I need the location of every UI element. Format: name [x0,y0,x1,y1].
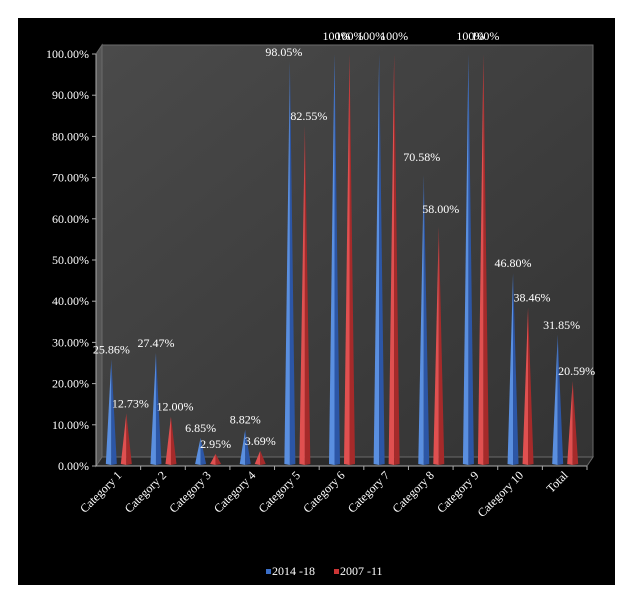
cone-2014-18-light [105,359,112,465]
data-label: 100% [336,29,364,43]
data-label: 100% [456,29,484,43]
cone-2007-11 [304,125,311,466]
cone-2007-11-light [477,54,484,465]
x-tick-label: Category 8 [390,468,437,515]
data-marks [105,54,579,466]
x-tick-label: Category 7 [345,468,392,515]
data-label: 3.69% [245,434,276,448]
x-tick-label: Total [544,468,572,496]
x-tick-label: Category 2 [122,468,169,515]
cone-2014-18-light [507,273,514,465]
y-tick-label: 90.00% [52,88,89,102]
cone-2007-11-light [165,416,171,465]
x-tick-label: Category 6 [300,468,347,515]
cone-2014-18 [111,359,117,465]
cone-2007-11 [528,307,534,465]
cone-2007-11 [483,54,489,465]
legend-swatch [334,569,339,574]
data-label: 12.00% [156,400,193,414]
cone-2014-18-light [284,62,290,466]
data-label: 58.00% [422,202,459,216]
y-tick-label: 20.00% [52,377,89,391]
y-tick-label: 50.00% [52,253,89,267]
y-tick-label: 40.00% [52,294,89,308]
data-label: 2.95% [200,437,231,451]
cone-2007-11-light [120,413,127,465]
data-label: 12.73% [112,397,149,411]
cone-2014-18-light [552,334,558,465]
y-tick-label: 30.00% [52,335,89,349]
data-label: 31.85% [543,318,580,332]
cone-2007-11 [438,227,445,465]
data-label: 100% [380,29,408,43]
data-label: 8.82% [230,413,261,427]
y-tick-label: 10.00% [52,418,89,432]
data-label: 27.47% [137,336,174,350]
legend-label: 2007 -11 [340,564,383,578]
data-label: 46.80% [495,256,532,270]
cone-2007-11-light [388,54,395,465]
cone-2007-11-light [210,453,216,465]
cone-2007-11-light [567,381,573,465]
data-label: 100% [471,29,499,43]
y-tick-label: 100.00% [46,47,89,61]
cone-2014-18-light [373,54,380,465]
cone-2014-18 [468,54,474,465]
cone-2014-18-light [329,54,335,465]
legend: 2014 -18 2007 -11 [266,564,383,578]
x-tick-label: Category 4 [211,468,258,515]
cone-2007-11-light [344,54,350,465]
cone-2007-11 [170,416,177,465]
cone-2007-11 [215,453,222,465]
x-tick-label: Category 9 [434,468,481,515]
cone-2007-11 [126,413,132,465]
cone-2014-18-light [462,54,469,465]
cone-2014-18 [423,175,430,466]
data-label: 82.55% [290,109,327,123]
plot-side-wall [95,43,103,468]
legend-label: 2014 -18 [272,564,315,578]
cone-2007-11-light [433,227,439,465]
data-labels: 25.86% 12.73% 27.47% 12.00% 6.85% 2.95% 8.82% 3… [93,29,595,451]
cone-2014-18 [245,429,251,465]
y-tick-label: 70.00% [52,171,89,185]
cone-2014-18 [513,273,519,465]
data-label: 100% [357,29,385,43]
data-label: 38.46% [514,291,551,305]
cone-2014-18 [379,54,385,465]
cone-2014-18-light [150,352,156,465]
x-tick-label: Category 1 [77,468,124,515]
data-label: 100% [323,29,351,43]
cone-2007-11 [349,54,355,465]
data-label: 6.85% [185,421,216,435]
cone-2007-11 [260,450,266,465]
cone-2007-11-light [299,125,305,466]
x-tick-label: Category 3 [166,468,213,515]
cone-2007-11 [572,381,579,465]
cone-2014-18-light [239,429,246,465]
cone-2014-18 [200,437,207,465]
y-tick-label: 60.00% [52,212,89,226]
x-tick-label: Category 10 [475,468,527,520]
cone-2007-11-light [254,450,261,465]
data-label: 98.05% [265,45,302,59]
data-label: 25.86% [93,342,130,356]
legend-swatch [266,569,271,574]
cone-2007-11 [394,54,400,465]
y-tick-label: 0.00% [58,459,89,473]
cone-2014-18-light [418,175,424,466]
y-tick-label: 80.00% [52,129,89,143]
cone-2007-11-light [522,307,529,465]
cone-2014-18 [289,62,296,466]
x-tick-label: Category 5 [256,468,303,515]
data-label: 70.58% [403,150,440,164]
cone-2014-18 [557,334,564,465]
data-label: 20.59% [558,364,595,378]
cone-2014-18 [155,352,162,465]
cone-2014-18-light [195,437,201,465]
cone-2014-18 [334,54,340,465]
